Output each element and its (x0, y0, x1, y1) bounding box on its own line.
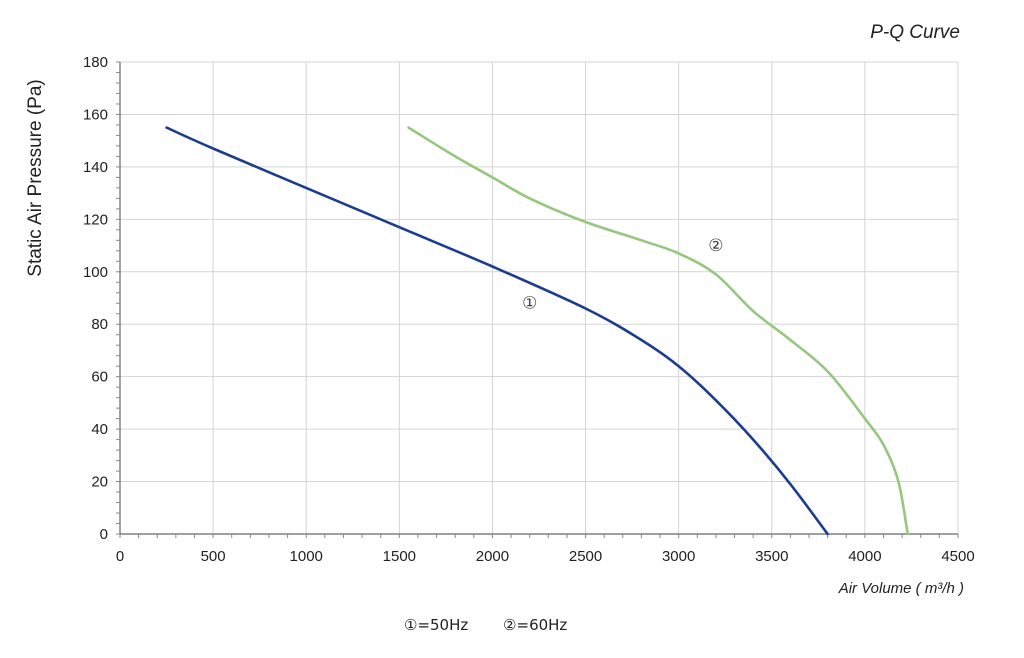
curve-label-1: ① (522, 293, 537, 313)
x-tick-label: 3500 (755, 548, 788, 565)
y-tick-label: 160 (83, 106, 108, 123)
series-line-2 (407, 126, 909, 536)
y-tick-label: 140 (83, 159, 108, 176)
y-tick-label: 20 (91, 474, 108, 491)
x-axis-label: Air Volume ( m³/h ) (838, 580, 964, 597)
y-tick-label: 100 (83, 264, 108, 281)
x-tick-label: 3000 (662, 548, 695, 565)
x-tick-label: 2500 (569, 548, 602, 565)
x-tick-label: 4500 (941, 548, 974, 565)
curve-label-2: ② (708, 236, 723, 256)
y-tick-label: 40 (91, 421, 108, 438)
x-tick-label: 1000 (290, 548, 323, 565)
grid (119, 61, 959, 535)
chart-title: P-Q Curve (870, 22, 960, 43)
legend: ①=50Hz ②=60Hz (404, 616, 597, 634)
y-tick-label: 120 (83, 211, 108, 228)
series-lines (165, 126, 909, 536)
y-tick-label: 60 (91, 369, 108, 386)
y-tick-label: 80 (91, 316, 108, 333)
x-tick-label: 500 (201, 548, 226, 565)
axes (116, 61, 959, 538)
curve-labels: ①② (522, 236, 723, 314)
x-tick-label: 0 (116, 548, 124, 565)
legend-item-50hz: ①=50Hz (404, 616, 469, 634)
plot-area (120, 62, 958, 534)
series-line-1 (165, 126, 829, 536)
x-tick-label: 4000 (848, 548, 881, 565)
legend-item-60hz: ②=60Hz (503, 616, 568, 634)
x-tick-label: 1500 (383, 548, 416, 565)
x-tick-label: 2000 (476, 548, 509, 565)
tick-labels: 0 500 1000 1500 2000 2500 3000 3500 4000 4500 0 20 4… (83, 54, 975, 565)
y-tick-label: 180 (83, 54, 108, 71)
y-tick-label: 0 (100, 526, 108, 543)
